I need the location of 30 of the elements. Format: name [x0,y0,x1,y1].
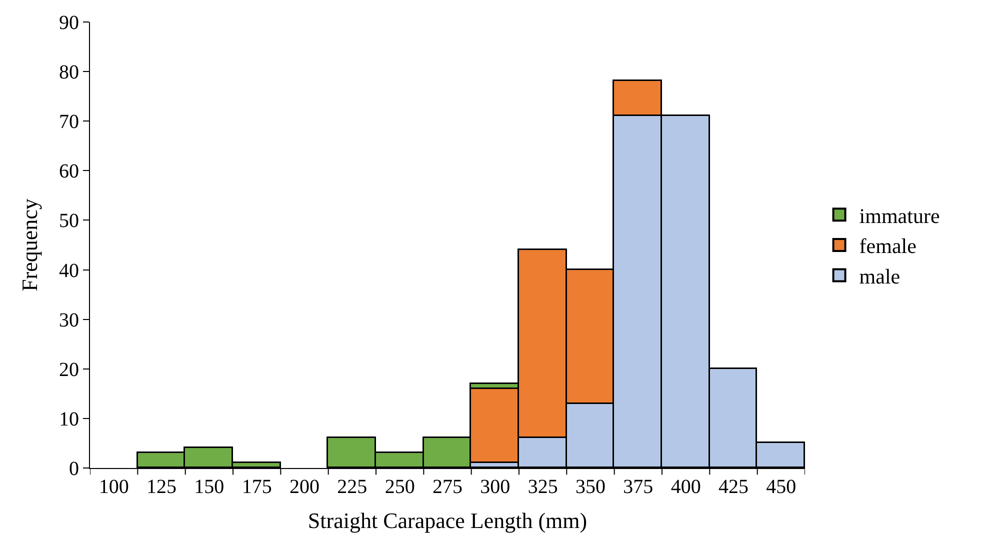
x-axis-title: Straight Carapace Length (mm) [308,508,588,533]
x-tick-label: 225 [337,476,368,498]
x-tick-label: 325 [528,476,558,498]
x-tick-label: 450 [766,476,796,498]
legend-label: male [859,264,900,288]
x-tick-label: 250 [384,476,415,498]
y-tick-label: 20 [59,358,79,381]
y-tick-label: 80 [59,62,79,84]
x-tick-label: 125 [146,476,176,498]
x-tick-label: 375 [623,476,654,498]
x-tick-label: 150 [194,476,224,498]
y-tick-label: 50 [59,210,79,232]
y-axis-title: Frequency [16,198,42,292]
x-tick-label: 350 [576,476,606,498]
legend-label: immature [859,204,940,228]
legend-label: female [859,234,916,258]
y-tick-label: 90 [59,12,79,34]
x-tick-label: 300 [480,476,510,498]
y-tick-label: 70 [59,111,79,134]
x-tick-label: 175 [242,476,272,498]
y-tick-label: 60 [59,160,79,183]
x-tick-label: 275 [432,476,462,498]
x-tick-label: 200 [290,476,320,498]
y-tick-label: 10 [59,408,79,430]
y-tick-label: 30 [59,309,79,332]
x-tick-label: 400 [670,476,701,498]
y-tick-label: 40 [59,260,79,282]
x-tick-label: 425 [718,476,748,498]
y-tick-label: 0 [69,458,79,480]
x-tick-label: 100 [98,476,129,498]
